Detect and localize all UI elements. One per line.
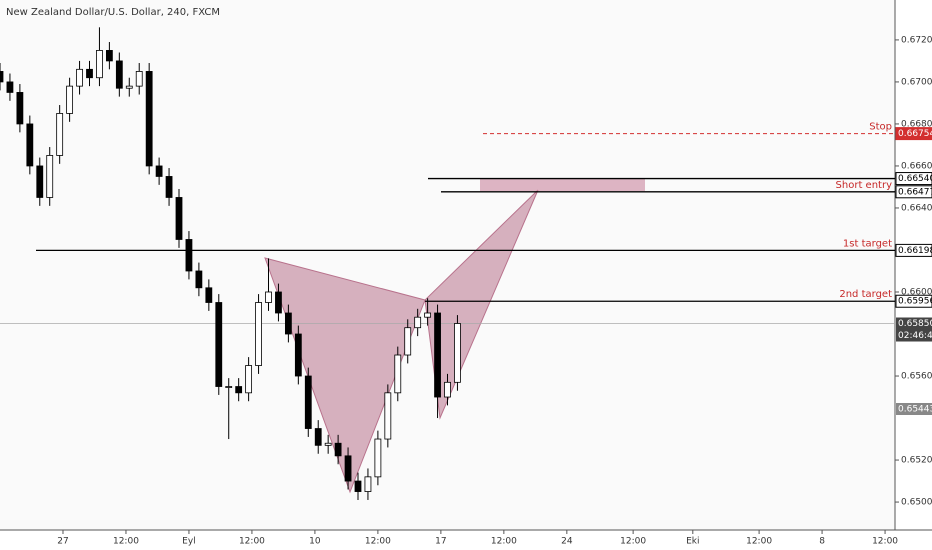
candle-body bbox=[155, 165, 163, 177]
price-tag bbox=[895, 127, 932, 141]
candle-body bbox=[245, 365, 253, 394]
candle-body bbox=[374, 438, 382, 478]
candle-body bbox=[115, 60, 123, 89]
marker-price-tag bbox=[896, 403, 932, 416]
candle-body bbox=[434, 312, 441, 398]
chart-title: New Zealand Dollar/U.S. Dollar, 240, FXC… bbox=[6, 7, 220, 18]
candle-body bbox=[36, 165, 44, 198]
candle-body bbox=[424, 312, 432, 318]
candle-body bbox=[265, 291, 272, 303]
candle-body bbox=[344, 455, 352, 482]
entry-zone bbox=[480, 179, 645, 191]
candle-body bbox=[96, 50, 103, 79]
candle-body bbox=[454, 323, 461, 383]
price-tag-label: 0.66198 bbox=[898, 246, 932, 256]
x-tick-label: 17 bbox=[435, 537, 446, 547]
price-tag-label: 0.66540 bbox=[898, 174, 932, 184]
candle-body bbox=[364, 476, 372, 492]
x-tick-label: 8 bbox=[819, 537, 825, 547]
x-tick-label: Eki bbox=[686, 537, 699, 547]
price-tag-label: 0.65956 bbox=[898, 297, 932, 307]
x-tick-label: 12:00 bbox=[620, 537, 646, 547]
candle-body bbox=[255, 302, 262, 366]
x-tick-label: 12:00 bbox=[365, 537, 391, 547]
candle-body bbox=[394, 354, 402, 394]
candle-body bbox=[275, 291, 282, 314]
candle-body bbox=[105, 50, 113, 62]
candle-body bbox=[404, 327, 412, 356]
candle-body bbox=[384, 392, 392, 440]
price-tag-label: 0.66477 bbox=[898, 187, 932, 197]
candle-body bbox=[314, 428, 322, 446]
candle-body bbox=[86, 68, 93, 79]
candle-body bbox=[165, 176, 173, 198]
level-name: 1st target bbox=[843, 238, 892, 249]
price-tag bbox=[895, 185, 932, 199]
level-name: Stop bbox=[869, 122, 892, 133]
candle-body bbox=[16, 92, 24, 125]
candle-body bbox=[0, 71, 4, 83]
candle-body bbox=[334, 442, 342, 457]
x-tick-label: 24 bbox=[561, 537, 573, 547]
candle-body bbox=[324, 442, 332, 446]
candle-body bbox=[185, 239, 193, 272]
x-tick-label: 27 bbox=[57, 537, 68, 547]
candle-body bbox=[66, 85, 74, 114]
price-axis-bg bbox=[895, 0, 932, 550]
time-axis-bg bbox=[0, 530, 932, 550]
pattern-leg bbox=[424, 189, 539, 420]
level-name: 2nd target bbox=[839, 289, 892, 300]
price-tag bbox=[895, 294, 932, 308]
candle-body bbox=[76, 68, 83, 87]
candle-body bbox=[205, 287, 213, 303]
x-tick-label: 12:00 bbox=[113, 537, 139, 547]
x-tick-label: 12:00 bbox=[239, 537, 265, 547]
candle-body bbox=[235, 386, 243, 394]
candle-body bbox=[284, 312, 292, 335]
x-tick-label: 10 bbox=[309, 537, 321, 547]
candle-body bbox=[145, 71, 153, 167]
candle-body bbox=[304, 375, 312, 429]
marker-price-label: 0.65443 bbox=[898, 405, 932, 415]
last-price-label: 0.65850 bbox=[898, 319, 932, 329]
level-name: Short entry bbox=[836, 180, 893, 191]
candle-body bbox=[354, 480, 362, 492]
countdown: 02:46:42 bbox=[898, 331, 932, 341]
candle-body bbox=[56, 113, 64, 156]
candle-body bbox=[46, 155, 54, 198]
x-tick-label: 12:00 bbox=[746, 537, 772, 547]
candle-body bbox=[125, 85, 133, 89]
last-price-tag bbox=[896, 317, 932, 342]
x-tick-label: Eyl bbox=[182, 537, 196, 547]
price-tag bbox=[895, 172, 932, 186]
candle-body bbox=[195, 270, 203, 289]
candle-body bbox=[26, 123, 34, 167]
price-tag-label: 0.66754 bbox=[898, 129, 932, 139]
price-tag bbox=[895, 243, 932, 257]
candle-body bbox=[175, 197, 183, 240]
candle-body bbox=[225, 386, 233, 388]
candle-body bbox=[444, 381, 451, 398]
candle-body bbox=[294, 333, 302, 377]
candle-body bbox=[215, 302, 223, 387]
candle-body bbox=[135, 71, 143, 87]
candle-body bbox=[414, 316, 422, 329]
candle-body bbox=[6, 81, 14, 93]
x-tick-label: 12:00 bbox=[491, 537, 517, 547]
y-tick-label: 0.65000 bbox=[901, 498, 932, 508]
x-tick-label: 12:00 bbox=[872, 537, 898, 547]
